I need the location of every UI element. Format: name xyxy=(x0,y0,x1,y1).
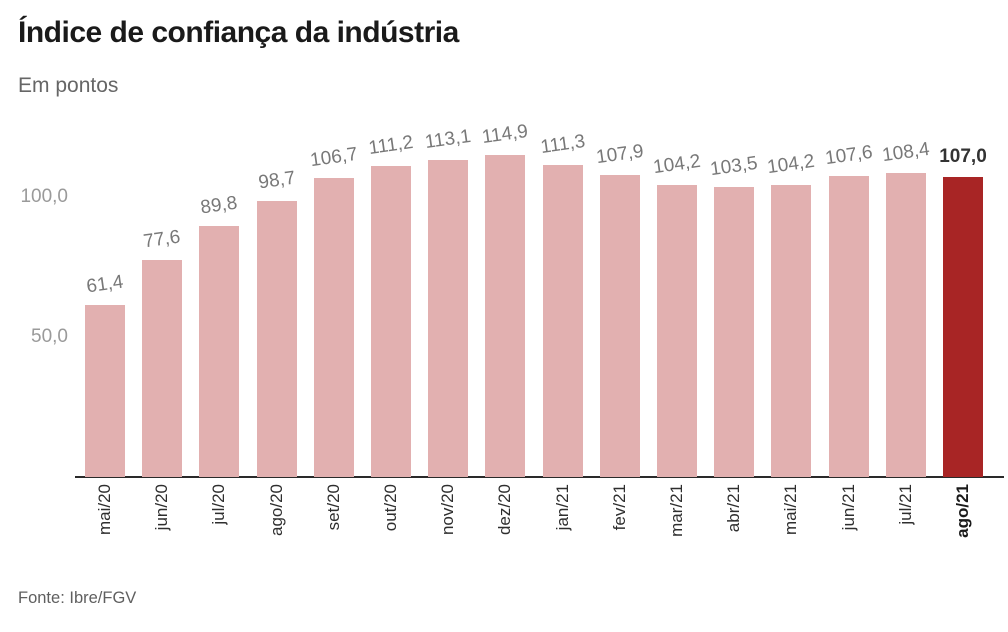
chart-title: Índice de confiança da indústria xyxy=(18,16,459,49)
value-label: 77,6 xyxy=(142,226,182,253)
bar xyxy=(543,165,583,477)
x-axis-label: nov/20 xyxy=(438,484,457,536)
value-label: 61,4 xyxy=(85,271,125,298)
bar xyxy=(600,175,640,477)
bar xyxy=(85,305,125,477)
y-axis-tick-label: 100,0 xyxy=(20,186,68,207)
bar-highlighted xyxy=(943,177,983,477)
x-axis-label: ago/20 xyxy=(267,484,286,536)
bar xyxy=(428,160,468,477)
chart-subtitle: Em pontos xyxy=(18,74,119,97)
x-axis-label: set/20 xyxy=(324,484,343,531)
x-axis-label: dez/20 xyxy=(495,484,514,536)
bar xyxy=(829,176,869,477)
bar xyxy=(371,166,411,477)
bar xyxy=(886,173,926,477)
bar xyxy=(714,187,754,477)
bar xyxy=(314,178,354,477)
x-axis-label: mai/21 xyxy=(781,484,800,536)
x-axis-label: fev/21 xyxy=(610,484,629,531)
bar xyxy=(257,201,297,477)
value-label: 107,0 xyxy=(939,146,987,167)
x-axis-label: mar/21 xyxy=(667,484,686,537)
bar xyxy=(142,260,182,477)
bar xyxy=(771,185,811,477)
x-axis-label: jul/20 xyxy=(209,484,228,525)
x-axis-label: abr/21 xyxy=(724,484,743,533)
bar xyxy=(485,155,525,477)
x-axis-line xyxy=(75,476,1004,478)
x-axis-label: out/20 xyxy=(381,484,400,532)
y-axis-tick-label: 50,0 xyxy=(31,326,68,347)
x-axis-label: jul/21 xyxy=(896,484,915,525)
x-axis-label: ago/21 xyxy=(953,484,972,538)
x-axis-label: jan/21 xyxy=(553,484,572,531)
bar xyxy=(657,185,697,477)
x-axis-label: jun/21 xyxy=(839,484,858,531)
source-note: Fonte: Ibre/FGV xyxy=(18,589,137,607)
x-axis-label: mai/20 xyxy=(95,484,114,536)
x-axis-label: jun/20 xyxy=(152,484,171,531)
bar xyxy=(199,226,239,477)
